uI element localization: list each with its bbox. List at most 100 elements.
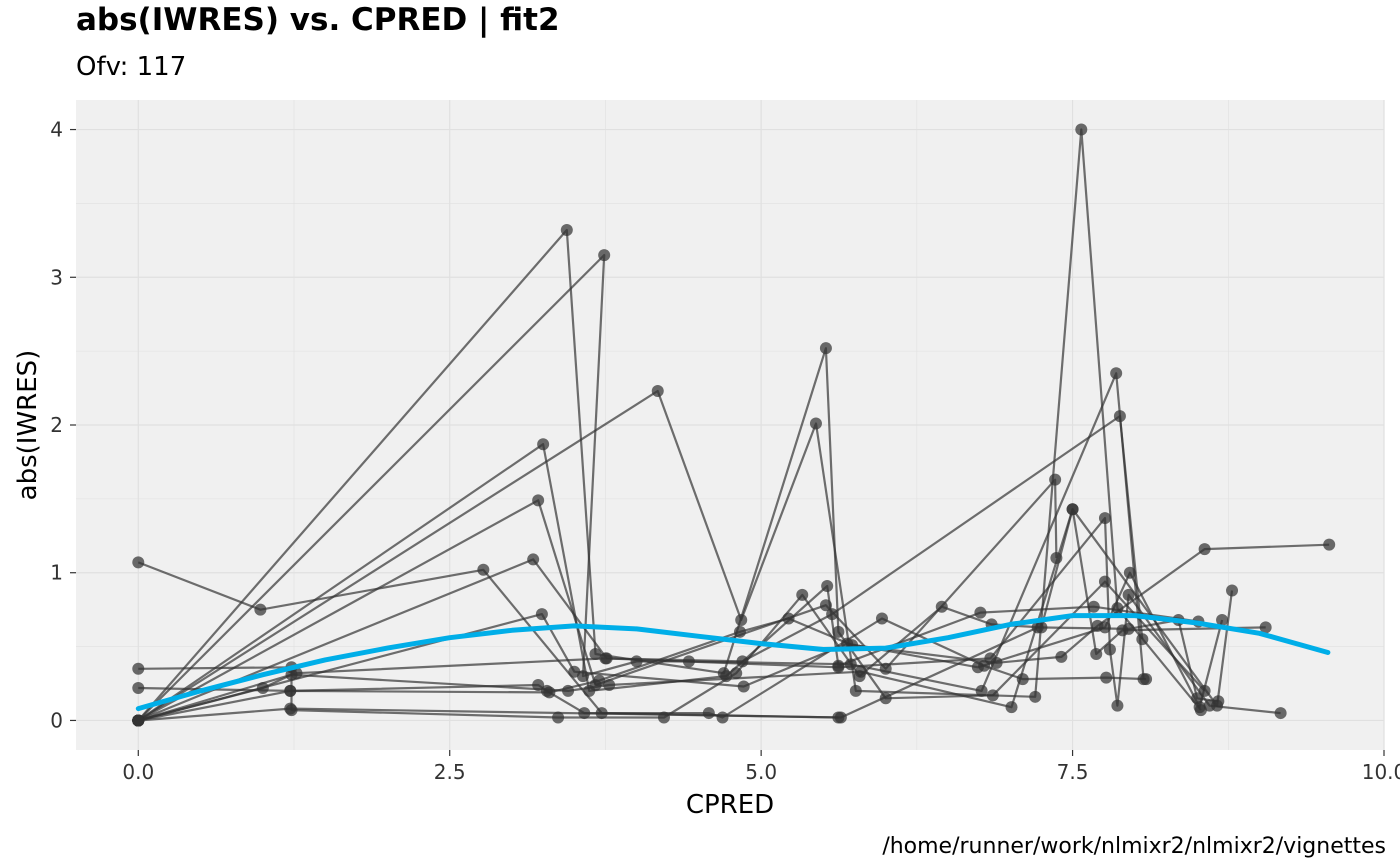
smooth-line [135, 613, 1331, 712]
data-point [1090, 647, 1103, 660]
data-point [560, 224, 573, 236]
data-point [974, 606, 987, 619]
data-point [821, 580, 834, 593]
data-point [593, 674, 606, 687]
series-line [137, 228, 1206, 722]
data-point [1031, 621, 1044, 634]
data-point [702, 707, 715, 720]
data-point [1050, 551, 1063, 564]
y-axis-title: abs(IWRES) [13, 350, 43, 501]
grid-major [76, 100, 1385, 750]
data-point [527, 553, 540, 566]
data-point [595, 707, 608, 720]
data-point [1029, 690, 1042, 703]
y-tick-label: 2 [50, 413, 63, 437]
data-point [1016, 673, 1029, 686]
data-point [1191, 692, 1204, 705]
data-point [844, 658, 857, 671]
data-point [975, 684, 988, 697]
data-point [552, 711, 565, 724]
data-point [1216, 614, 1229, 626]
x-tick-label: 7.5 [1057, 760, 1089, 784]
series-line [138, 618, 1219, 722]
data-point [537, 438, 550, 451]
data-point [535, 608, 548, 621]
data-point [1055, 650, 1068, 663]
data-point [1098, 575, 1111, 588]
data-point [1100, 671, 1113, 684]
data-point [1198, 684, 1211, 697]
chart-caption: /home/runner/work/nlmixr2/nlmixr2/vignet… [882, 834, 1386, 859]
y-tick-label: 0 [50, 708, 63, 732]
data-point [285, 668, 298, 681]
data-point [875, 612, 888, 625]
x-tick-label: 2.5 [434, 760, 466, 784]
data-point [879, 662, 892, 675]
smooth-line-group [135, 613, 1331, 712]
data-point [532, 494, 545, 507]
chart-subtitle: Ofv: 117 [76, 52, 187, 82]
data-point [568, 665, 581, 678]
data-point [651, 385, 664, 398]
x-tick-label: 5.0 [745, 760, 777, 784]
data-point [1111, 602, 1124, 615]
data-point [1005, 701, 1018, 714]
data-point [1103, 643, 1116, 656]
data-point [832, 661, 845, 674]
data-point [598, 249, 611, 262]
data-point [284, 702, 297, 715]
data-point [935, 600, 948, 613]
x-axis-title: CPRED [686, 790, 774, 820]
data-point [735, 614, 748, 626]
data-point [782, 612, 795, 625]
series-points [132, 123, 1336, 727]
data-point [971, 661, 984, 674]
data-point [284, 684, 297, 697]
data-point [562, 684, 575, 697]
tick-labels: 0.0 2.5 5.0 7.5 10.0 0 1 2 3 4 [50, 118, 1400, 784]
data-point [834, 711, 847, 724]
data-point [599, 652, 612, 665]
data-point [477, 563, 490, 576]
data-point [1098, 621, 1111, 634]
data-point [832, 625, 845, 638]
data-point [1113, 410, 1126, 423]
x-tick-label: 0.0 [122, 760, 154, 784]
data-point [716, 711, 729, 724]
data-point [849, 684, 862, 697]
data-point [1066, 503, 1079, 516]
data-point [254, 603, 267, 616]
data-point [1274, 707, 1287, 720]
data-point [589, 647, 602, 660]
y-tick-label: 1 [50, 561, 63, 585]
data-point [737, 680, 750, 693]
data-point [1110, 367, 1123, 380]
data-point [682, 655, 695, 668]
data-point [986, 689, 999, 702]
chart-title: abs(IWRES) vs. CPRED | fit2 [76, 2, 560, 38]
data-point [132, 662, 145, 675]
y-tick-label: 4 [50, 118, 63, 142]
data-point [1122, 588, 1135, 601]
data-point [796, 588, 809, 601]
y-tick-label: 3 [50, 265, 63, 289]
data-point [1226, 584, 1239, 597]
data-point [132, 556, 145, 569]
data-point [1098, 512, 1111, 525]
series-line [138, 571, 1224, 722]
data-point [1198, 543, 1211, 556]
data-point [736, 655, 749, 668]
data-point [1049, 473, 1062, 486]
data-point [826, 608, 839, 621]
data-point [809, 417, 822, 430]
data-point [1087, 600, 1100, 613]
data-point [1323, 538, 1336, 551]
data-point [1122, 622, 1135, 635]
data-point [532, 679, 545, 691]
data-point [603, 679, 616, 691]
data-point [1075, 123, 1088, 136]
data-point [984, 652, 997, 665]
x-tick-label: 10.0 [1362, 760, 1400, 784]
data-point [879, 692, 892, 705]
data-point [1212, 695, 1225, 708]
